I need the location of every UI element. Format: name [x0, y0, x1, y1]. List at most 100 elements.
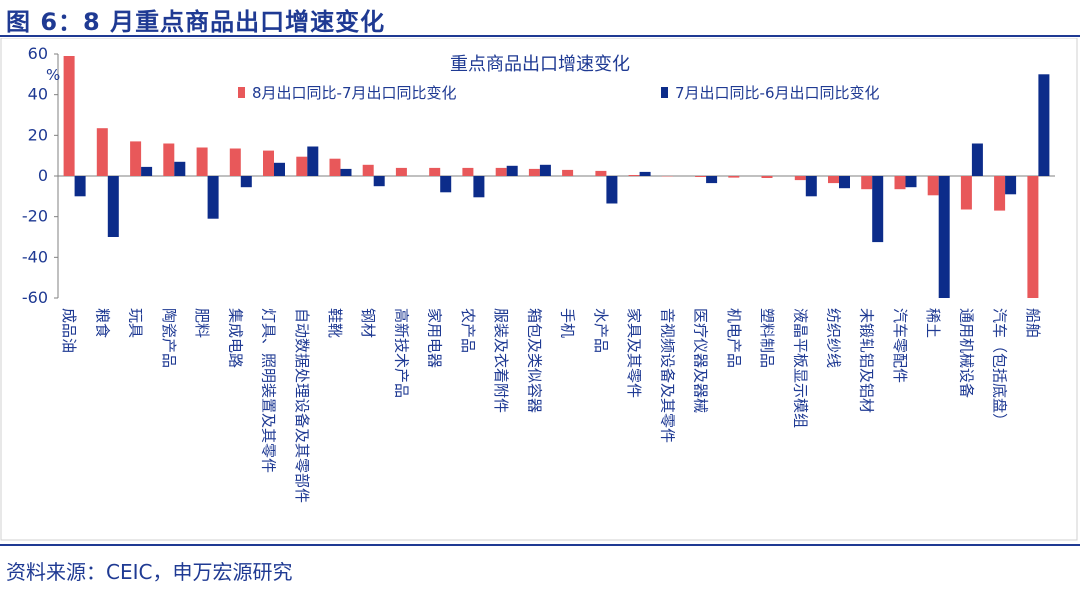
bar-series1 [96, 128, 108, 176]
bar-series2 [905, 176, 917, 188]
x-tick-label: 水产品 [592, 308, 610, 353]
chart-title: 重点商品出口增速变化 [450, 54, 630, 75]
x-tick-label: 未锻轧铝及铝材 [858, 308, 876, 413]
bar-series2 [1005, 176, 1017, 195]
bar-series1 [429, 167, 441, 176]
x-tick-label: 音视频设备及其零件 [658, 308, 676, 443]
bar-series1 [495, 167, 507, 176]
bar-series2 [107, 176, 119, 237]
bar-series1 [462, 167, 474, 176]
x-tick-label: 液晶平板显示模组 [791, 308, 809, 428]
x-tick-label: 汽车（包括底盘） [991, 308, 1009, 428]
y-tick-label: -40 [22, 247, 48, 266]
bar-series1 [595, 170, 607, 176]
x-tick-label: 家用电器 [426, 308, 444, 368]
bottom-rule [0, 544, 1080, 546]
x-tick-label: 通用机械设备 [957, 308, 975, 398]
bar-series1 [861, 176, 873, 190]
bar-series1 [761, 176, 773, 178]
plot-area-frame [0, 38, 1078, 541]
bar-series1 [828, 176, 839, 184]
x-tick-label: 集成电路 [226, 308, 244, 368]
x-tick-label: 塑料制品 [758, 308, 776, 368]
bar-series2 [639, 171, 651, 176]
bar-series2 [207, 176, 219, 219]
legend-swatch-series2 [661, 87, 668, 98]
x-tick-label: 服装及衣着附件 [492, 308, 510, 413]
bar-series2 [539, 164, 551, 176]
bar-series2 [805, 176, 817, 197]
x-tick-label: 汽车零配件 [891, 308, 909, 383]
x-tick-label: 纺织纱线 [825, 308, 843, 368]
y-tick-label: 20 [28, 125, 48, 144]
bar-series1 [130, 141, 142, 176]
bar-series2 [373, 176, 385, 187]
bar-series1 [395, 167, 407, 176]
figure-title: 图 6：8 月重点商品出口增速变化 [6, 8, 386, 36]
x-tick-label: 家具及其零件 [625, 308, 643, 398]
y-axis: 60 40 20 0 -20 -40 -60 [22, 44, 1055, 307]
x-tick-label: 钢材 [359, 308, 377, 338]
bar-series2 [506, 165, 518, 176]
bar-series2 [174, 161, 186, 176]
bar-series2 [307, 146, 319, 176]
bar-series1 [63, 56, 75, 176]
bar-series2 [473, 176, 485, 198]
bar-series1 [263, 150, 274, 176]
x-tick-label: 手机 [559, 308, 577, 338]
x-tick-label: 箱包及类似容器 [525, 308, 543, 413]
x-tick-label: 农产品 [459, 308, 477, 353]
bar-series2 [706, 176, 718, 184]
legend-swatch-series1 [238, 87, 245, 98]
legend-label-series1: 8月出口同比-7月出口同比变化 [252, 84, 457, 102]
x-tick-label: 自动数据处理设备及其零部件 [293, 308, 311, 503]
bar-series2 [606, 176, 618, 204]
y-tick-label: 0 [38, 166, 48, 185]
bar-series2 [971, 143, 983, 176]
bar-series2 [141, 166, 153, 176]
x-tick-label: 鞋靴 [326, 308, 344, 338]
bar-series2 [938, 176, 950, 298]
x-tick-label: 肥料 [193, 308, 211, 338]
bar-series1 [362, 164, 374, 176]
bar-series1 [728, 176, 740, 178]
bar-series1 [229, 148, 241, 176]
source-note: 资料来源：CEIC，申万宏源研究 [6, 560, 293, 584]
x-tick-label: 灯具、照明装置及其零件 [260, 308, 278, 473]
bar-series1 [562, 169, 574, 176]
bar-chart: 60 40 20 0 -20 -40 -60 成品油 粮食 玩具 陶瓷产品 肥料 集成电路 灯具、照明装… [0, 38, 1078, 541]
bar-series1 [695, 176, 707, 177]
x-axis-labels: 成品油 粮食 玩具 陶瓷产品 肥料 集成电路 灯具、照明装置及其零件 自动数据处理设备及其零部… [60, 308, 1042, 503]
y-tick-label: -60 [22, 288, 48, 307]
x-tick-label: 船舶 [1024, 308, 1042, 338]
bar-series1 [794, 176, 806, 181]
bar-series1 [196, 147, 208, 176]
bar-series1 [927, 176, 939, 196]
x-tick-label: 粮食 [93, 308, 111, 338]
bar-series1 [628, 175, 640, 176]
bar-series2 [74, 176, 86, 197]
bar-series1 [163, 143, 175, 176]
bar-series1 [329, 158, 341, 176]
bar-series1 [296, 156, 308, 176]
bar-series1 [1027, 176, 1039, 298]
bar-series2 [340, 168, 352, 176]
bar-series2 [839, 176, 850, 189]
x-tick-label: 陶瓷产品 [160, 308, 178, 368]
x-tick-label: 高新技术产品 [392, 308, 410, 398]
y-axis-unit: % [46, 66, 60, 84]
x-tick-label: 稀土 [924, 308, 942, 338]
bar-series2 [872, 176, 884, 243]
y-tick-label: 60 [28, 44, 48, 63]
top-rule [0, 35, 1080, 37]
x-tick-label: 玩具 [127, 308, 145, 338]
bar-series1 [994, 176, 1006, 211]
y-tick-label: -20 [22, 207, 48, 226]
x-tick-label: 成品油 [60, 308, 78, 353]
bar-series1 [960, 176, 972, 210]
x-tick-label: 机电产品 [725, 308, 743, 368]
bar-series2 [274, 162, 285, 176]
bar-series1 [894, 176, 906, 190]
legend-label-series2: 7月出口同比-6月出口同比变化 [675, 84, 880, 102]
bar-series2 [240, 176, 252, 188]
